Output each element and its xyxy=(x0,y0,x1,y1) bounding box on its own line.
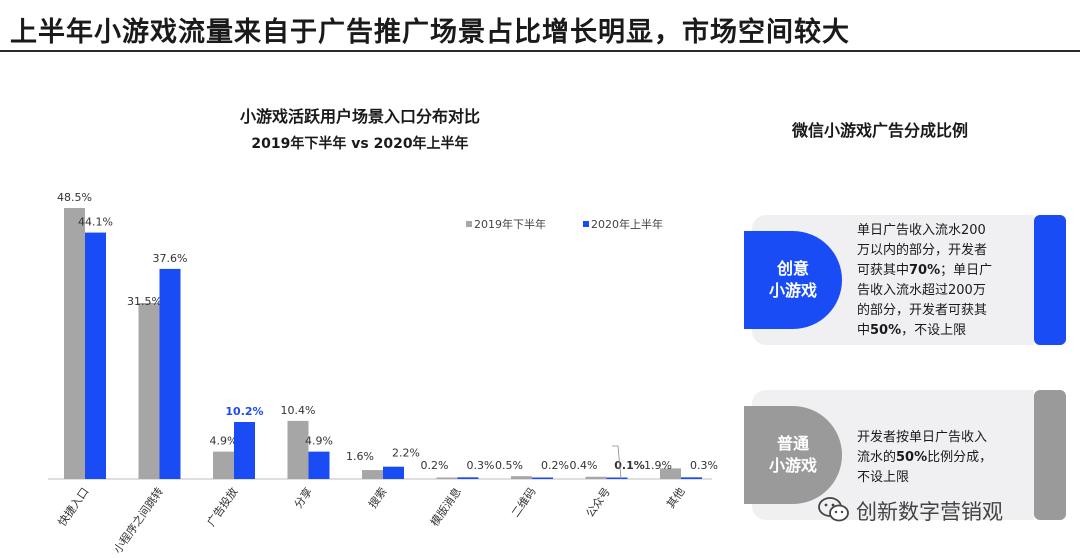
category-tick-label: 其他 xyxy=(664,485,687,510)
bar-2020h1 xyxy=(383,466,404,479)
card-description: 开发者按单日广告收入 流水的50%比例分成， 不设上限 xyxy=(857,428,1026,488)
legend-swatch xyxy=(466,221,472,227)
pill-line1: 普通 xyxy=(776,434,809,453)
bar-2019h2 xyxy=(138,302,160,479)
bar-2019h2 xyxy=(585,476,607,479)
category-tick-label: 分享 xyxy=(291,485,315,511)
card-pill-normal: 普通 小游戏 xyxy=(744,406,842,504)
bar-2019h2 xyxy=(64,208,85,479)
chart-subtitle: 2019年下半年 vs 2020年上半年 xyxy=(251,136,469,152)
legend-swatch xyxy=(583,221,589,227)
desc-line: 流水的50%比例分成， xyxy=(857,450,993,465)
desc-line: 万以内的部分，开发者 xyxy=(857,243,988,258)
data-label: 0.3% xyxy=(690,459,718,472)
bar-2020h1 xyxy=(159,268,181,479)
data-label: 44.1% xyxy=(78,216,113,229)
bar-2019h2 xyxy=(362,470,383,479)
category-tick-label: 搜索 xyxy=(365,485,389,511)
bar-2020h1 xyxy=(532,477,553,479)
category-tick-label: 模版消息 xyxy=(427,485,464,529)
desc-line: 不设上限 xyxy=(857,470,910,485)
data-label: 1.9% xyxy=(644,459,672,472)
title-divider xyxy=(0,50,1080,52)
card-pill-creative: 创意 小游戏 xyxy=(744,231,842,329)
bar-chart: 48.5% 44.1% 快捷入口 31.5% 37.6% 小程序之间跳转 4.9% 10.2%… xyxy=(48,191,718,556)
chart-title: 小游戏活跃用户场景入口分布对比 xyxy=(239,107,480,126)
desc-line: 开发者按单日广告收入 xyxy=(857,430,988,445)
card-creative-game: 创意 小游戏 单日广告收入流水200 万以内的部分，开发者 可获其中70%；单日… xyxy=(744,215,1066,345)
data-label: 0.3% xyxy=(467,459,495,472)
bar-2019h2 xyxy=(287,420,309,479)
category-tick-label: 广告投放 xyxy=(204,485,241,529)
data-label: 48.5% xyxy=(57,191,92,204)
bar-2019h2 xyxy=(660,468,681,479)
card-normal-game: 普通 小游戏 开发者按单日广告收入 流水的50%比例分成， 不设上限 xyxy=(744,390,1066,520)
watermark-text: 创新数字营销观 xyxy=(856,500,1003,524)
data-label: 10.4% xyxy=(281,404,316,417)
data-label: 0.2% xyxy=(541,459,569,472)
data-label: 31.5% xyxy=(127,295,162,308)
data-label: 1.6% xyxy=(346,450,374,463)
bar-2019h2 xyxy=(511,476,532,479)
data-label: 0.4% xyxy=(570,459,598,472)
bar-2020h1 xyxy=(85,232,106,479)
desc-line: 中50%，不设上限 xyxy=(857,323,967,338)
right-panel-title: 微信小游戏广告分成比例 xyxy=(791,121,968,140)
data-label: 0.2% xyxy=(421,459,449,472)
desc-line: 的部分，开发者可获其 xyxy=(857,303,988,318)
bar-2020h1 xyxy=(457,477,479,479)
pill-line2: 小游戏 xyxy=(768,456,817,475)
data-label: 0.5% xyxy=(495,459,523,472)
card-accent-tab xyxy=(1034,390,1066,520)
data-label: 0.1% xyxy=(614,459,645,472)
desc-line: 告收入流水超过200万 xyxy=(857,283,986,298)
category-tick-label: 公众号 xyxy=(583,485,613,519)
bar-2019h2 xyxy=(213,451,234,479)
data-label: 4.9% xyxy=(305,435,333,448)
bar-2020h1 xyxy=(606,477,628,479)
legend-label: 2019年下半年 xyxy=(474,217,546,231)
bar-2020h1 xyxy=(308,451,330,479)
wechat-icon xyxy=(818,497,849,522)
card-accent-tab xyxy=(1034,215,1066,345)
pill-line2: 小游戏 xyxy=(768,281,817,300)
category-tick-label: 小程序之间跳转 xyxy=(110,485,166,556)
desc-line: 可获其中70%；单日广 xyxy=(857,263,993,278)
category-tick-label: 二维码 xyxy=(509,485,539,519)
bar-2019h2 xyxy=(436,477,458,479)
callout-line xyxy=(612,445,622,480)
desc-line: 单日广告收入流水200 xyxy=(857,223,986,238)
pill-line1: 创意 xyxy=(776,259,809,278)
data-label: 37.6% xyxy=(153,252,188,265)
page-title: 上半年小游戏流量来自于广告推广场景占比增长明显，市场空间较大 xyxy=(10,17,850,48)
data-label: 2.2% xyxy=(392,447,420,460)
data-label: 4.9% xyxy=(210,435,238,448)
bar-2020h1 xyxy=(681,477,702,479)
category-tick-label: 快捷入口 xyxy=(55,485,92,529)
legend-label: 2020年上半年 xyxy=(591,217,663,231)
data-label: 10.2% xyxy=(225,405,263,418)
card-description: 单日广告收入流水200 万以内的部分，开发者 可获其中70%；单日广 告收入流水… xyxy=(857,221,1026,341)
bar-2020h1 xyxy=(234,422,255,479)
